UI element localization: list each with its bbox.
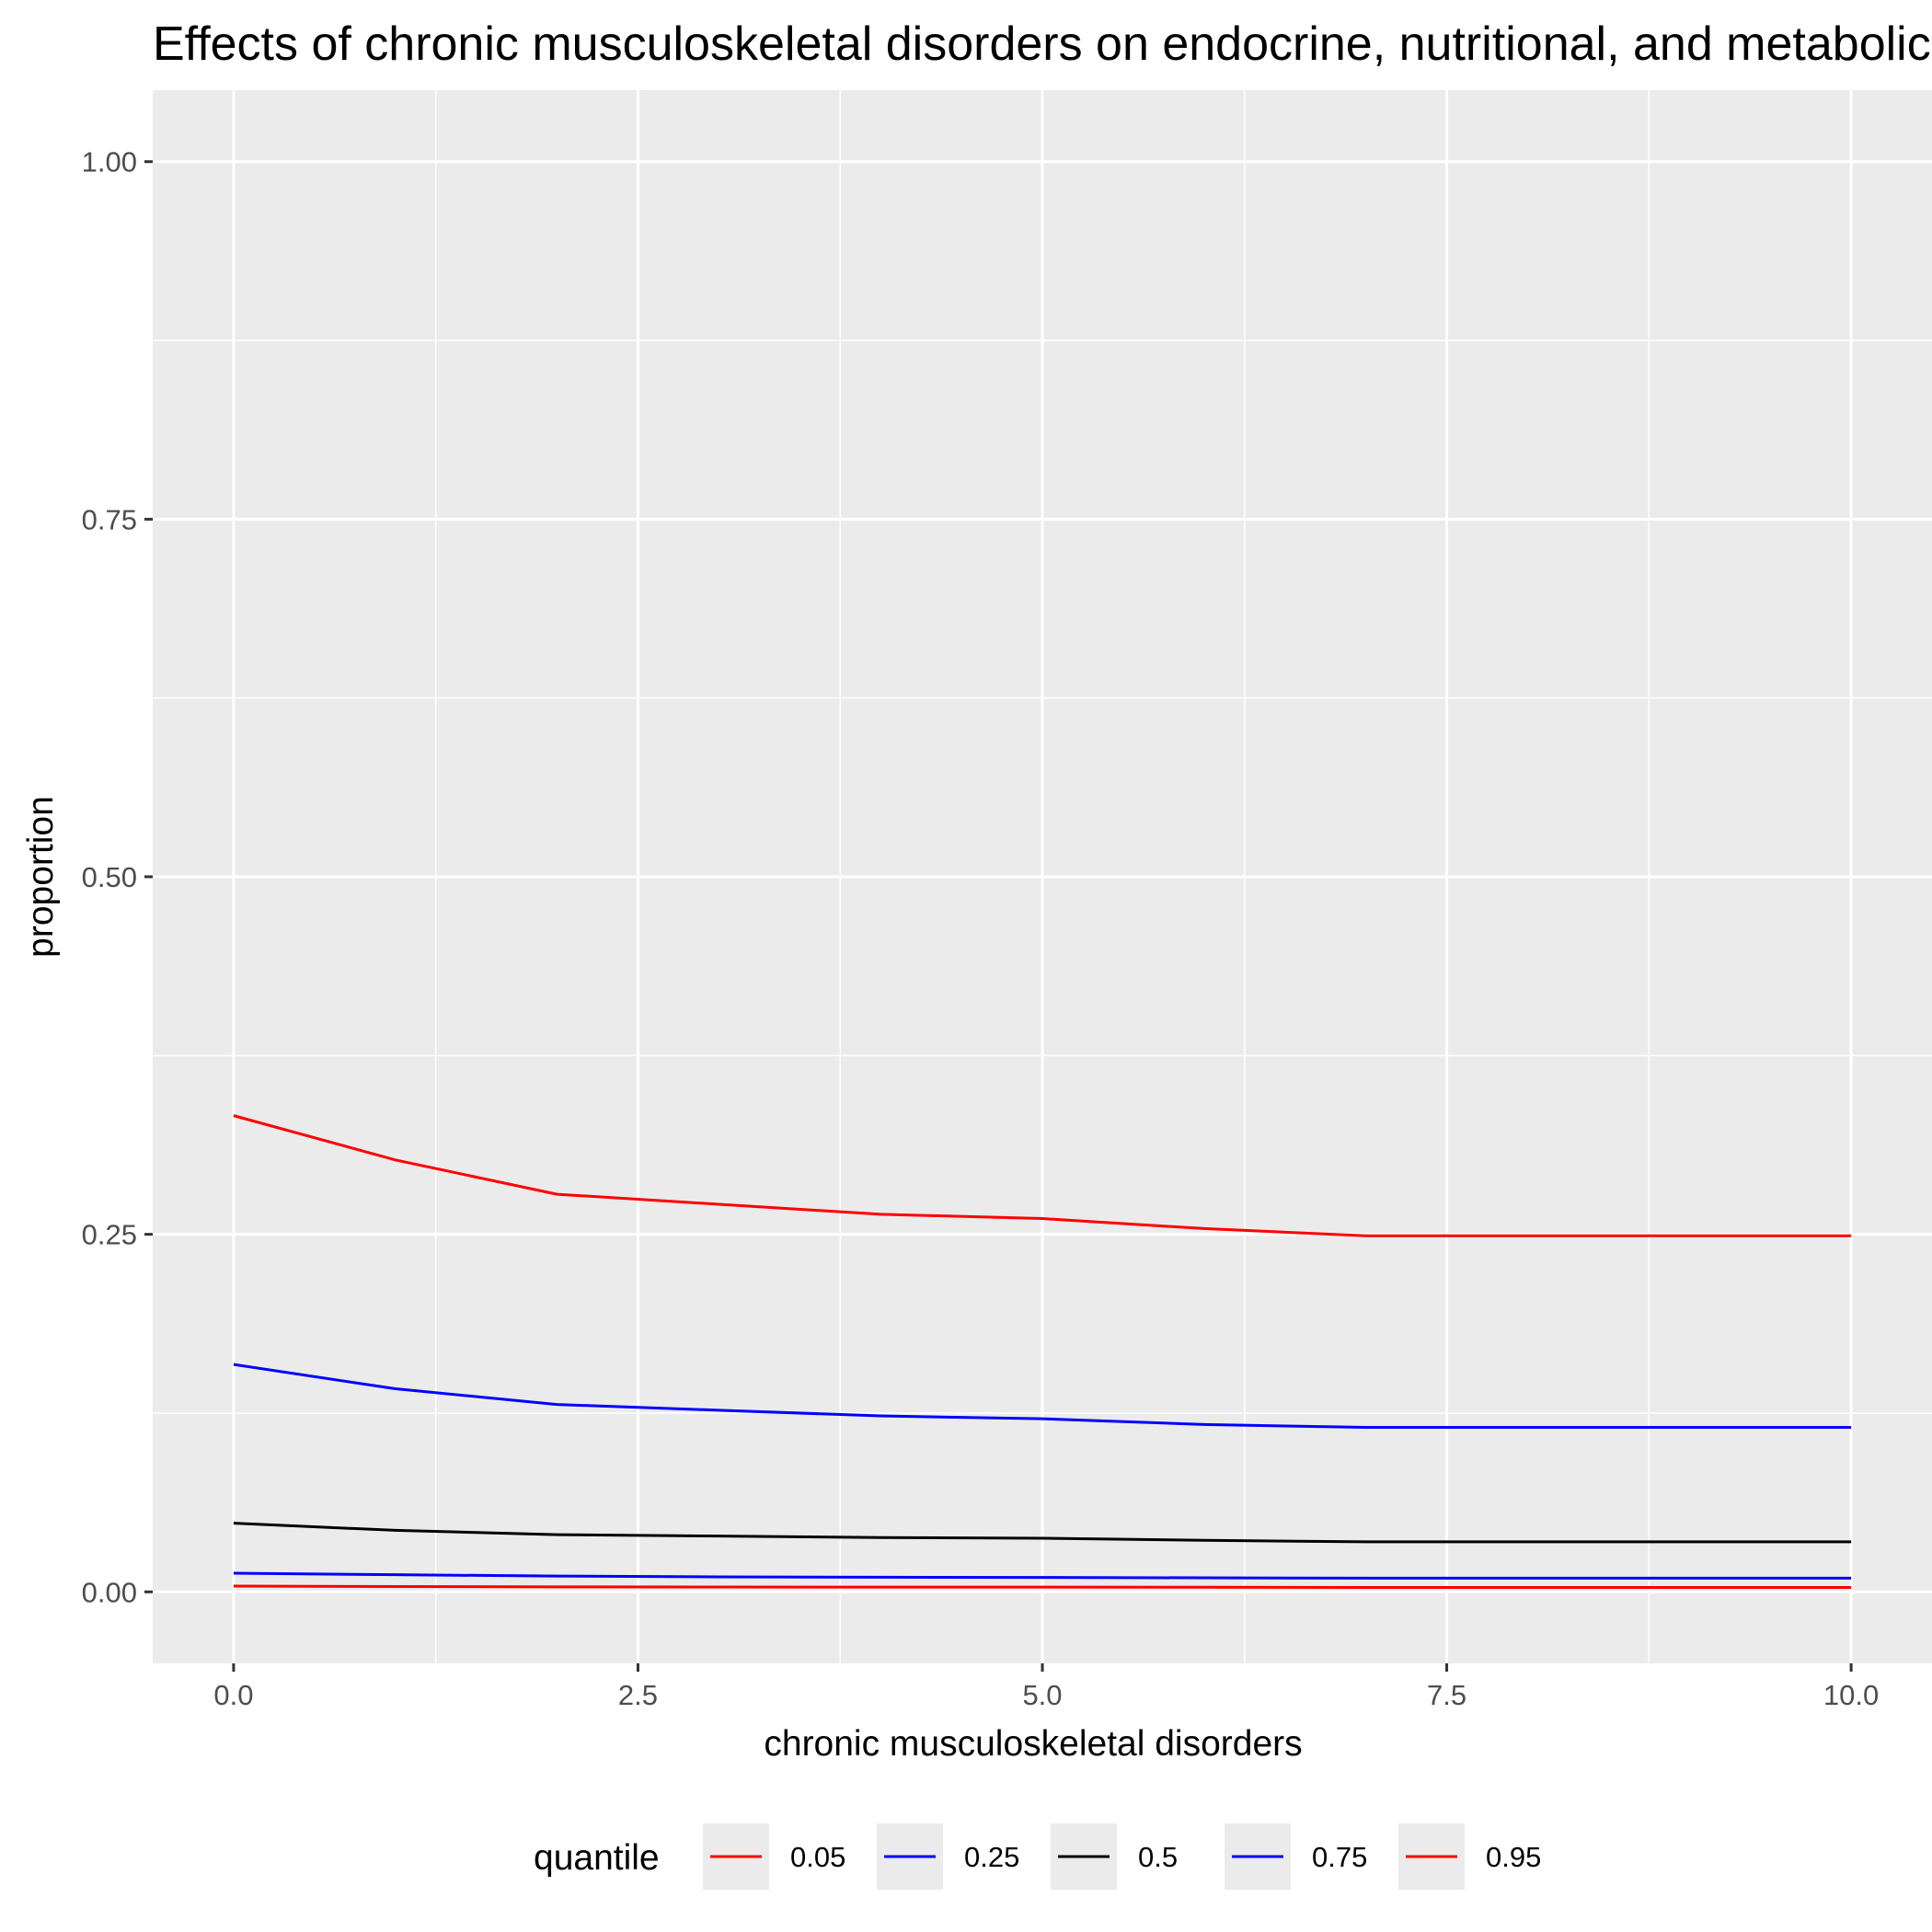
legend-label: 0.75 <box>1312 1841 1367 1873</box>
series-line-0-5 <box>233 1522 1852 1544</box>
y-axis-title: proportion <box>21 796 61 958</box>
series-line-0-75 <box>233 1363 1852 1429</box>
x-tick-label: 0.0 <box>213 1679 253 1711</box>
series-layer <box>233 1114 1852 1589</box>
y-axis: 0.00 0.25 0.50 0.75 1.00 <box>82 146 153 1608</box>
y-tick-label: 0.25 <box>82 1219 137 1251</box>
legend-label: 0.5 <box>1138 1841 1178 1873</box>
x-axis: 0.0 2.5 5.0 7.5 10.0 <box>213 1663 1879 1711</box>
x-tick-label: 7.5 <box>1427 1679 1466 1711</box>
grid-major <box>153 90 1932 1663</box>
y-tick-label: 0.75 <box>82 503 137 535</box>
legend: quantile 0.05 0.25 0.5 0.75 0.95 <box>534 1823 1541 1890</box>
chart-title: Effects of chronic musculoskeletal disor… <box>153 17 1932 71</box>
legend-label: 0.25 <box>964 1841 1019 1873</box>
x-tick-label: 5.0 <box>1022 1679 1062 1711</box>
series-line-0-95 <box>233 1114 1852 1237</box>
x-axis-title: chronic musculoskeletal disorders <box>764 1724 1302 1764</box>
legend-label: 0.05 <box>790 1841 845 1873</box>
x-tick-label: 2.5 <box>618 1679 658 1711</box>
legend-label: 0.95 <box>1486 1841 1541 1873</box>
y-tick-label: 1.00 <box>82 146 137 178</box>
x-tick-label: 10.0 <box>1823 1679 1879 1711</box>
y-tick-label: 0.50 <box>82 861 137 893</box>
series-line-0-05 <box>233 1584 1852 1589</box>
y-tick-label: 0.00 <box>82 1576 137 1608</box>
legend-title: quantile <box>534 1838 660 1878</box>
series-line-0-25 <box>233 1571 1852 1580</box>
